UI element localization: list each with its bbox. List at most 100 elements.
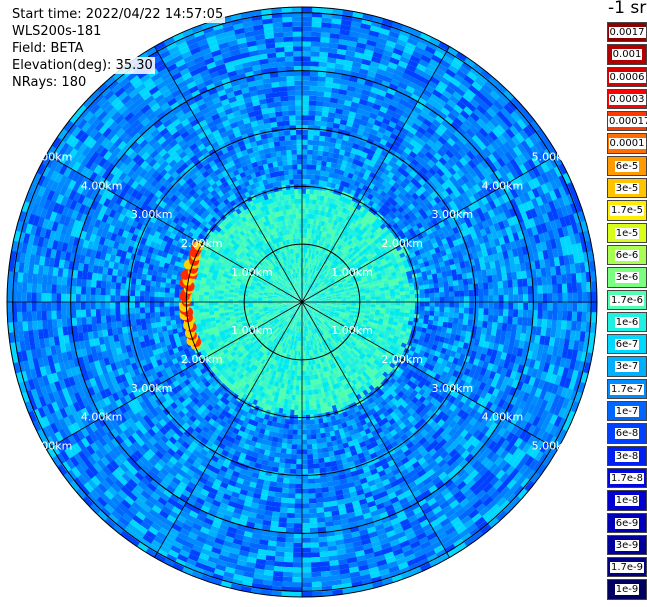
ppi-cell — [310, 571, 322, 578]
ppi-cell — [580, 321, 587, 333]
ppi-cell — [354, 325, 361, 331]
ppi-cell — [529, 386, 538, 397]
ppi-cell — [384, 368, 392, 376]
ppi-cell — [296, 449, 302, 455]
ppi-cell — [509, 370, 518, 381]
ppi-cell — [379, 310, 386, 314]
ppi-cell — [282, 556, 294, 563]
ppi-cell — [341, 303, 347, 306]
ppi-cell — [527, 414, 537, 426]
ppi-cell — [514, 371, 522, 382]
ppi-cell — [505, 432, 515, 444]
ppi-cell — [373, 351, 380, 358]
ppi-cell — [498, 308, 504, 317]
ppi-cell — [492, 315, 499, 324]
ppi-cell — [546, 319, 553, 330]
ppi-cell — [466, 325, 473, 333]
ppi-cell — [295, 454, 302, 460]
ppi-cell — [386, 380, 394, 388]
ppi-cell — [460, 330, 467, 338]
ppi-cell — [315, 306, 321, 309]
ppi-cell — [342, 336, 348, 342]
ppi-cell — [310, 305, 316, 309]
ppi-cell — [307, 488, 316, 494]
ppi-cell — [375, 371, 383, 378]
ppi-cell — [316, 314, 321, 319]
ppi-cell — [305, 305, 310, 309]
ppi-cell — [355, 324, 362, 329]
ppi-cell — [568, 359, 577, 371]
ppi-cell — [444, 332, 452, 340]
ppi-cell — [539, 399, 549, 411]
ppi-cell — [514, 332, 522, 342]
ppi-cell — [507, 309, 514, 318]
ppi-cell — [311, 302, 317, 304]
ppi-cell — [308, 503, 317, 509]
ppi-cell — [527, 424, 537, 436]
ppi-cell — [330, 308, 336, 311]
ppi-cell — [488, 356, 496, 366]
ppi-cell — [314, 497, 324, 504]
ppi-cell — [491, 364, 499, 374]
ppi-cell — [517, 440, 528, 452]
ppi-cell — [289, 468, 297, 474]
ppi-cell — [344, 311, 351, 315]
ppi-cell — [359, 327, 365, 333]
ppi-cell — [484, 428, 494, 439]
ppi-cell — [313, 473, 321, 479]
ppi-cell — [321, 306, 327, 309]
ppi-cell — [473, 338, 480, 347]
ppi-cell — [293, 513, 302, 519]
ppi-cell — [360, 304, 366, 307]
ppi-cell — [326, 316, 332, 321]
ppi-cell — [386, 365, 394, 372]
ppi-cell — [319, 318, 324, 323]
ppi-cell — [292, 552, 302, 558]
ppi-cell — [557, 417, 568, 431]
ppi-cell — [400, 305, 406, 310]
ppi-cell — [357, 320, 363, 325]
ppi-cell — [534, 387, 543, 399]
ppi-cell — [360, 325, 366, 331]
ppi-cell — [325, 309, 331, 313]
ppi-cell — [407, 320, 414, 326]
ppi-cell — [314, 309, 319, 314]
ppi-cell — [389, 362, 396, 369]
ppi-cell — [462, 441, 472, 451]
ppi-cell — [535, 352, 543, 363]
ppi-cell — [319, 566, 331, 572]
ppi-cell — [445, 349, 452, 357]
ppi-cell — [332, 317, 338, 321]
ppi-cell — [284, 527, 295, 533]
ppi-cell — [370, 327, 376, 332]
ppi-cell — [493, 308, 499, 317]
ppi-cell — [389, 314, 395, 319]
ppi-cell — [328, 313, 334, 317]
ppi-cell — [380, 302, 386, 306]
ppi-cell — [472, 358, 480, 367]
ppi-cell — [542, 362, 551, 374]
ppi-cell — [278, 512, 288, 518]
ppi-cell — [316, 306, 321, 309]
ppi-cell — [505, 422, 515, 434]
ppi-cell — [321, 315, 327, 320]
ppi-cell — [334, 322, 340, 327]
ppi-cell — [408, 317, 414, 323]
ppi-cell — [316, 526, 327, 533]
ppi-cell — [394, 308, 401, 313]
ppi-cell — [476, 346, 484, 355]
ppi-cell — [354, 351, 361, 357]
ppi-cell — [475, 388, 484, 398]
ppi-cell — [271, 575, 283, 582]
ppi-cell — [480, 456, 491, 468]
ppi-cell — [293, 508, 302, 514]
ppi-cell — [484, 354, 492, 364]
ppi-cell — [567, 302, 573, 313]
ppi-cell — [531, 405, 541, 418]
ppi-cell — [361, 334, 368, 340]
ppi-cell — [375, 356, 382, 363]
ppi-cell — [388, 345, 395, 351]
ppi-cell — [358, 347, 364, 353]
ppi-cell — [406, 324, 413, 330]
ppi-cell — [353, 337, 360, 343]
